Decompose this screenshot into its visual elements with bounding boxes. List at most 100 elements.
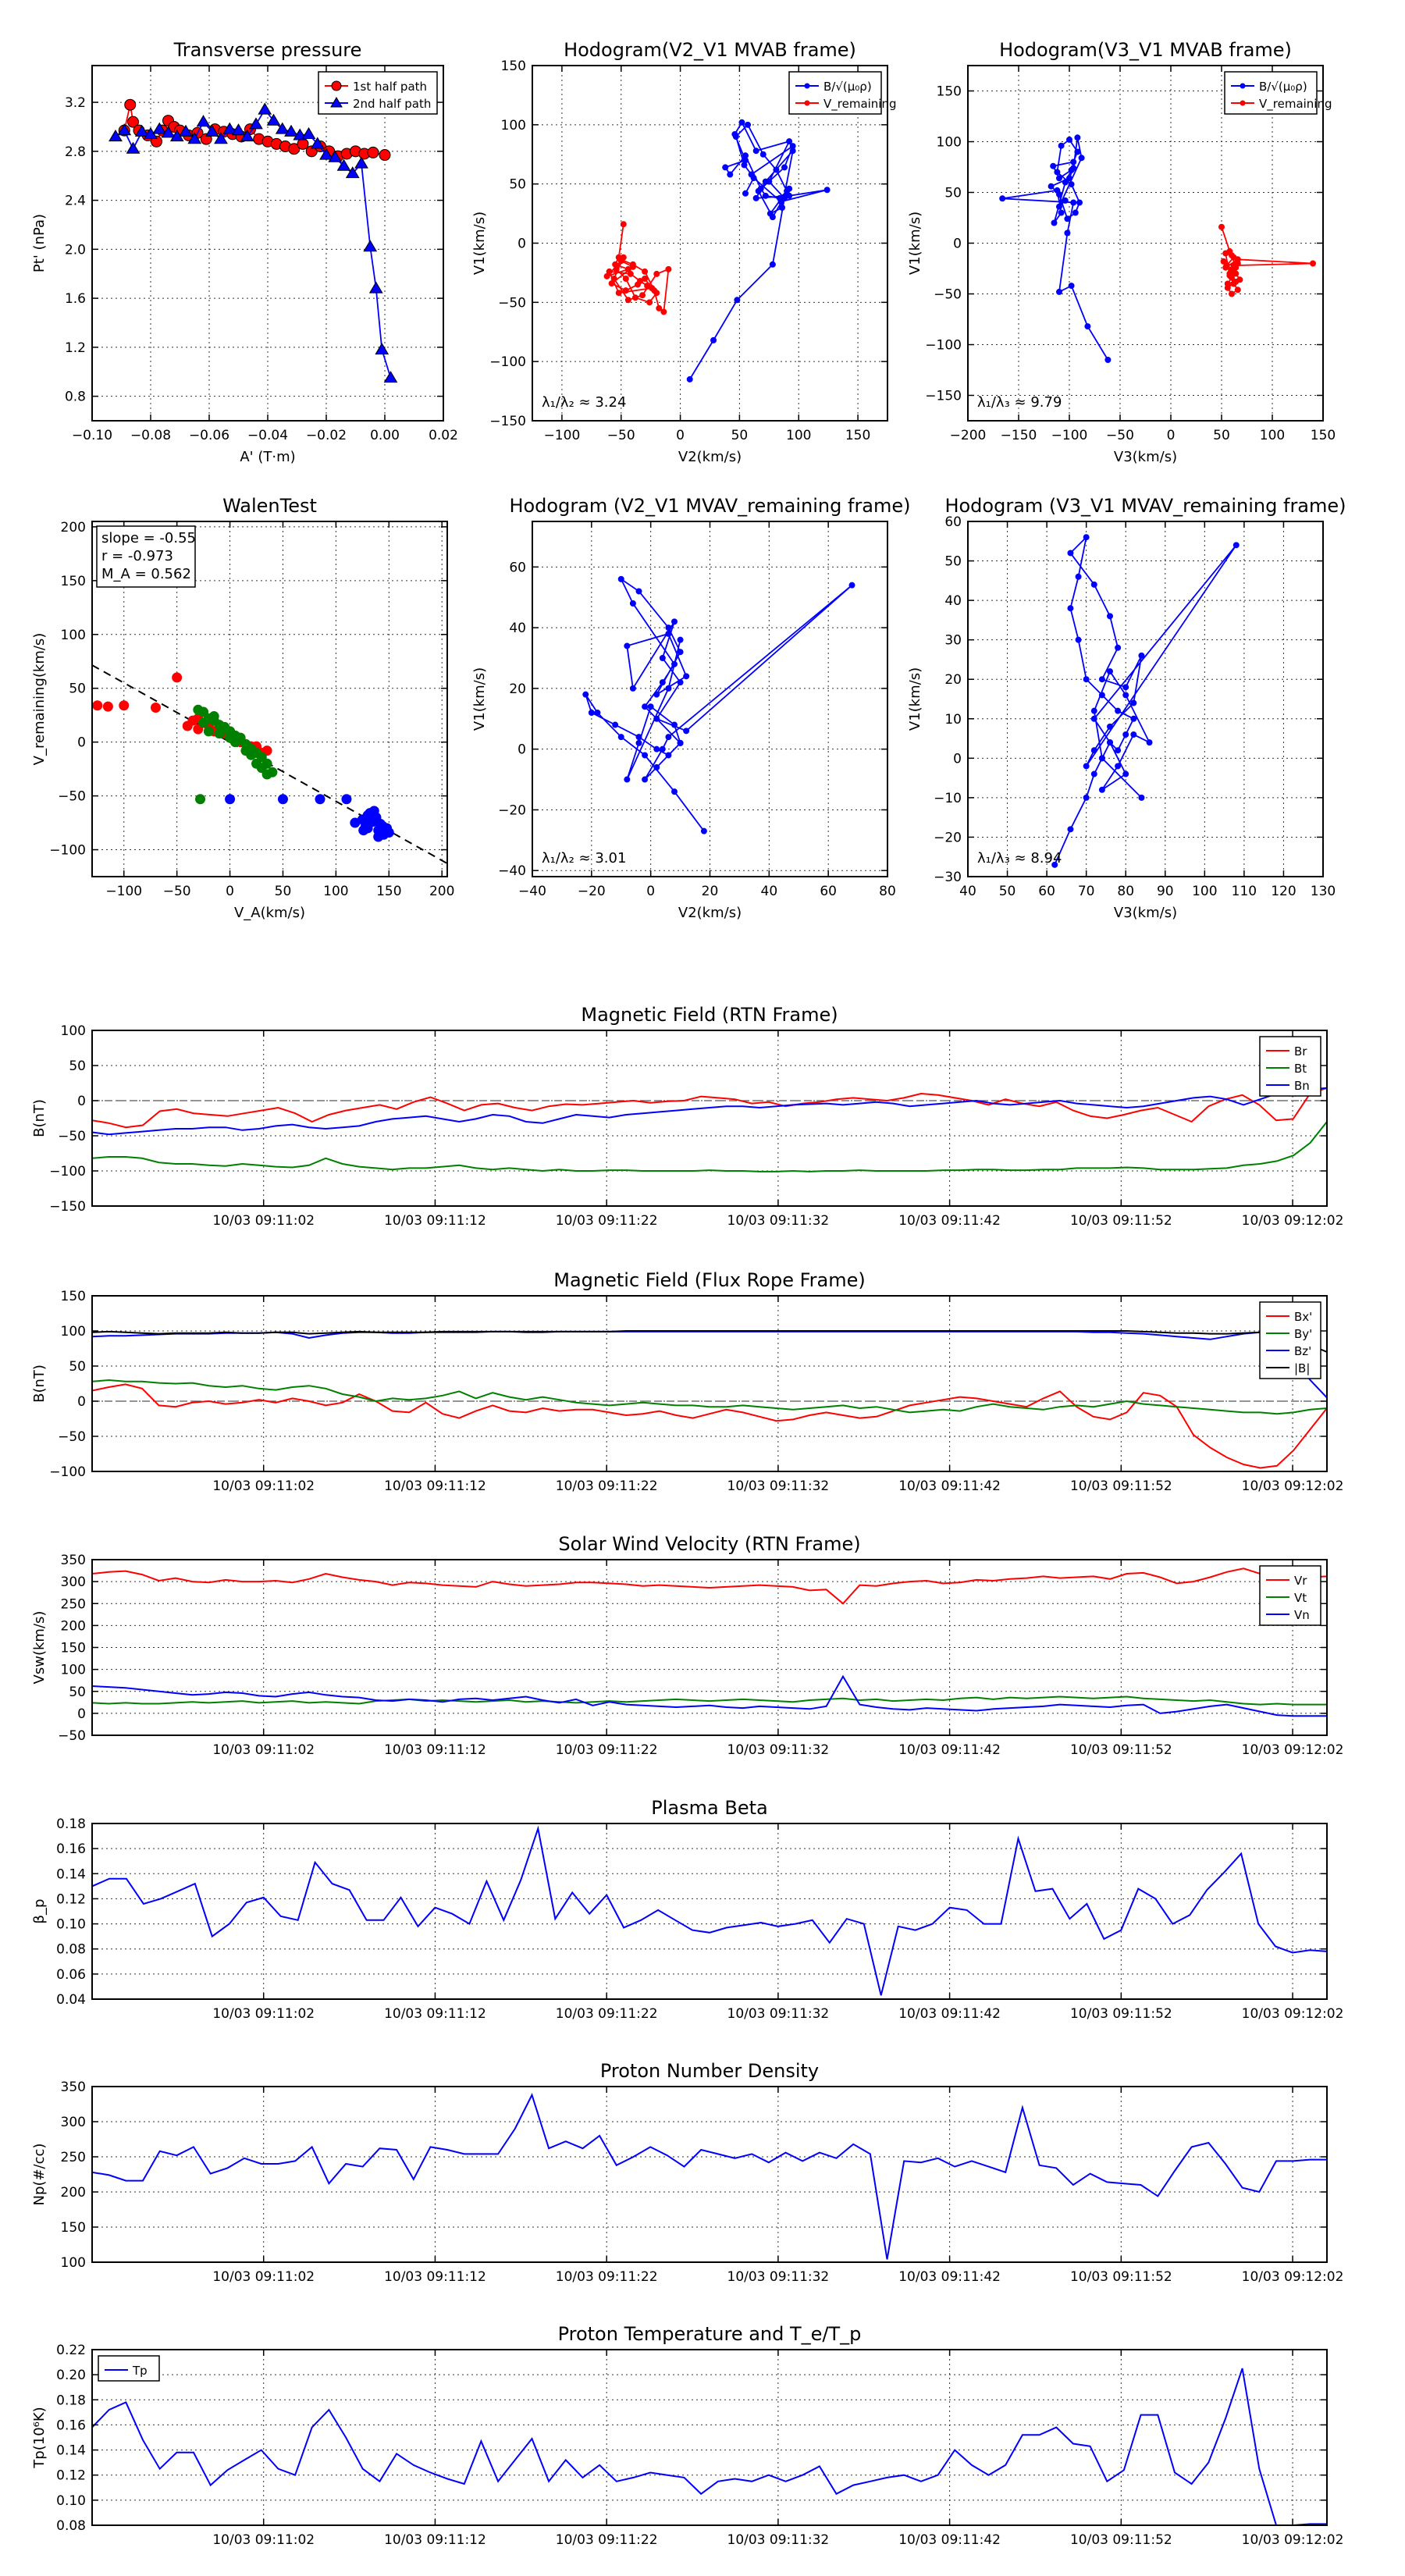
y-tick-label: 50 — [69, 1059, 86, 1074]
data-point — [635, 588, 642, 595]
y-tick-label: 0.8 — [65, 390, 86, 405]
data-point — [1083, 763, 1090, 770]
axes-frame — [967, 65, 1324, 422]
data-point — [617, 575, 624, 582]
series-Bn — [92, 1087, 1327, 1136]
x-tick-label: 100 — [1260, 428, 1285, 443]
legend-item: B/√(μ₀ρ) — [795, 80, 872, 94]
data-point — [677, 739, 684, 746]
x-axis-label: V2(km/s) — [678, 905, 742, 921]
y-tick-label: −150 — [925, 389, 962, 404]
legend-frame — [788, 71, 882, 115]
data-point — [620, 254, 627, 261]
data-point — [1115, 707, 1122, 714]
series-B/√(μ₀ρ) — [999, 134, 1112, 363]
data-point — [848, 582, 855, 589]
y-tick-label: 300 — [61, 1574, 86, 1590]
data-point — [208, 711, 219, 722]
legend-item: Vr — [1266, 1574, 1307, 1588]
data-point — [1232, 264, 1240, 271]
data-point — [1090, 581, 1097, 588]
y-tick-label: 0 — [953, 751, 962, 767]
x-tick-label: 110 — [1232, 884, 1257, 899]
x-tick-label: 10/03 09:11:42 — [898, 2532, 1001, 2548]
data-point — [741, 162, 748, 169]
x-tick-label: 0.02 — [429, 428, 458, 443]
x-tick-label: 10/03 09:11:12 — [384, 1742, 486, 1758]
grid — [92, 1559, 1327, 1736]
data-point — [773, 166, 780, 173]
y-tick-label: −150 — [49, 1199, 86, 1215]
data-point — [1056, 288, 1062, 295]
y-tick-label: −10 — [934, 791, 962, 806]
x-tick-label: 10/03 09:11:42 — [898, 1742, 1001, 1758]
y-tick-label: −40 — [498, 863, 526, 879]
data-point — [1234, 256, 1241, 263]
data-point — [1083, 534, 1090, 541]
data-point — [686, 375, 693, 382]
y-tick-label: 0 — [518, 237, 526, 252]
axes-frame — [532, 521, 888, 877]
y-tick-label: 50 — [69, 1359, 86, 1375]
legend-item: Tp — [105, 2364, 148, 2378]
series-Bt — [92, 1121, 1327, 1172]
y-tick-label: 100 — [501, 118, 526, 133]
data-point — [722, 164, 729, 171]
x-tick-label: 40 — [761, 884, 778, 899]
data-point — [656, 304, 663, 311]
data-point — [368, 281, 383, 294]
y-tick-label: 2.4 — [65, 194, 86, 209]
data-point — [1222, 250, 1229, 257]
chart-bfield-rtn: Magnetic Field (RTN Frame) 10/03 09:11:02… — [31, 1004, 1343, 1229]
x-tick-label: 10/03 09:12:02 — [1242, 2269, 1344, 2285]
series-Bz' — [92, 1330, 1327, 1399]
y-tick-label: 0 — [953, 237, 962, 252]
data-point — [258, 102, 272, 115]
chart-title: Proton Temperature and T_e/T_p — [558, 2323, 862, 2345]
data-point — [734, 297, 741, 304]
data-point — [639, 292, 646, 299]
y-tick-label: 10 — [944, 712, 962, 728]
y-tick-label: 20 — [509, 681, 526, 697]
x-tick-label: 10/03 09:11:22 — [556, 1478, 658, 1494]
legend-item: V_remaining — [795, 97, 897, 112]
y-tick-label: 2.8 — [65, 144, 86, 160]
y-axis-label: β_p — [31, 1899, 48, 1924]
stats-line: r = -0.973 — [101, 548, 173, 564]
data-point — [345, 166, 360, 179]
data-point — [1056, 191, 1062, 198]
data-point — [769, 261, 776, 268]
data-point — [732, 133, 739, 140]
series-line — [92, 1087, 1327, 1129]
x-tick-label: 50 — [275, 884, 292, 899]
series-line — [92, 1121, 1327, 1172]
x-tick-label: 10/03 09:11:22 — [556, 2269, 658, 2285]
y-tick-label: −50 — [58, 1129, 86, 1144]
data-point — [336, 158, 351, 171]
data-point — [1098, 755, 1105, 762]
data-point — [195, 794, 206, 805]
data-point — [1067, 826, 1074, 833]
data-point — [161, 126, 176, 138]
data-point — [1074, 134, 1081, 141]
y-tick-label: 0.10 — [56, 1917, 86, 1933]
x-tick-label: 10/03 09:11:22 — [556, 1213, 658, 1229]
chart-title: Hodogram(V2_V1 MVAB frame) — [564, 39, 856, 61]
y-tick-label: 0.10 — [56, 2493, 86, 2509]
y-tick-label: 50 — [944, 186, 962, 201]
y-axis-label: B(nT) — [31, 1364, 48, 1403]
data-point — [198, 717, 209, 728]
data-point — [1230, 280, 1237, 287]
data-point — [665, 752, 672, 759]
series-line — [92, 2093, 1327, 2260]
y-tick-label: 150 — [937, 84, 962, 100]
data-point — [671, 721, 678, 728]
x-tick-label: −200 — [950, 428, 987, 443]
x-tick-label: 150 — [376, 884, 401, 899]
data-point — [1048, 183, 1055, 190]
data-point — [642, 268, 649, 275]
data-point — [1107, 723, 1113, 730]
data-point — [789, 148, 796, 155]
data-point — [1051, 219, 1058, 226]
y-tick-label: 150 — [61, 2220, 86, 2236]
